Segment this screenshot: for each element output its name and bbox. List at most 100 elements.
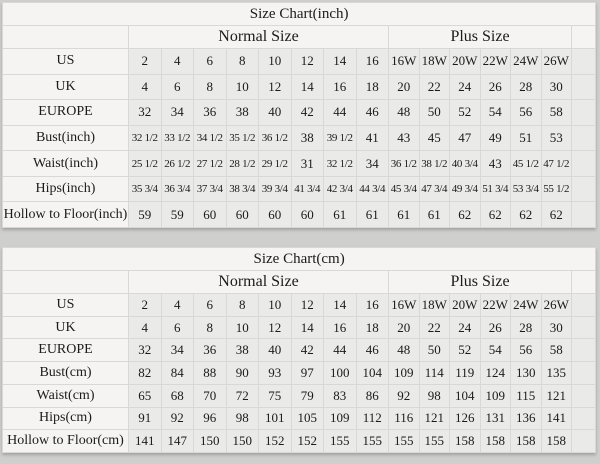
size-value-cell: 158 [510,429,542,453]
size-value-cell: 59 [160,201,194,228]
table-title: Size Chart(inch) [1,2,597,26]
size-value-cell: 38 [225,338,259,363]
size-value-cell: 141 [540,406,572,431]
size-value-cell: 38 [290,124,324,152]
size-value-cell: 46 [355,338,389,363]
size-value-cell: 6 [160,73,194,101]
size-value-cell: 22 [418,73,450,101]
size-value-cell: 41 [355,124,389,152]
size-value-cell: 31 [290,150,324,177]
size-value-cell: 109 [388,361,420,385]
size-value-cell: 47 3/4 [418,175,450,203]
size-value-cell: 28 [510,315,542,340]
table-row-hollow-to-floor-cm: Hollow to Floor(cm) 141 147 150 150 152 152 155… [2,429,597,453]
size-value-cell: 50 [418,99,450,126]
size-value-cell: 8 [193,315,227,340]
trailing-blank-cell [570,73,597,101]
size-value-cell: 18W [418,293,450,317]
size-value-cell: 45 [418,124,450,152]
size-value-cell: 43 [479,150,511,177]
size-value-cell: 16 [323,73,357,101]
size-value-cell: 33 1/2 [160,124,194,152]
size-value-cell: 41 3/4 [290,175,324,203]
size-value-cell: 36 1/2 [258,124,292,152]
size-value-cell: 42 [290,338,324,363]
size-value-cell: 2 [128,293,162,317]
size-value-cell: 86 [355,383,389,408]
size-value-cell: 126 [449,406,481,431]
size-value-cell: 68 [160,383,194,408]
size-value-cell: 22 [418,315,450,340]
size-value-cell: 47 1/2 [540,150,572,177]
size-value-cell: 116 [388,406,420,431]
size-value-cell: 115 [510,383,542,408]
size-value-cell: 61 [388,201,420,228]
size-value-cell: 60 [193,201,227,228]
size-value-cell: 158 [449,429,481,453]
size-value-cell: 48 [388,338,420,363]
size-value-cell: 150 [193,429,227,453]
size-value-cell: 47 [449,124,481,152]
size-value-cell: 62 [449,201,481,228]
size-value-cell: 26 1/2 [160,150,194,177]
size-value-cell: 14 [290,73,324,101]
size-value-cell: 114 [418,361,450,385]
size-value-cell: 30 [540,315,572,340]
size-value-cell: 61 [418,201,450,228]
size-value-cell: 45 1/2 [510,150,542,177]
size-value-cell: 124 [479,361,511,385]
size-value-cell: 147 [160,429,194,453]
size-value-cell: 32 [128,338,162,363]
size-value-cell: 46 [355,99,389,126]
column-group-plus-size: Plus Size [388,270,572,294]
size-value-cell: 4 [160,48,194,75]
size-value-cell: 34 1/2 [193,124,227,152]
size-value-cell: 22W [479,293,511,317]
table-row-waist-cm: Waist(cm) 65 68 70 72 75 79 83 86 92 98 104 109 115 12… [2,383,597,408]
size-value-cell: 39 3/4 [258,175,292,203]
trailing-blank-cell [570,150,597,177]
row-label-waist-cm: Waist(cm) [2,383,129,408]
size-value-cell: 37 3/4 [193,175,227,203]
size-value-cell: 112 [355,406,389,431]
size-value-cell: 62 [540,201,572,228]
trailing-blank-cell [570,406,597,431]
size-value-cell: 10 [258,293,292,317]
size-value-cell: 59 [128,201,162,228]
size-value-cell: 109 [479,383,511,408]
size-value-cell: 10 [258,48,292,75]
row-label-hips-inch: Hips(inch) [2,175,129,203]
size-value-cell: 56 [510,99,542,126]
size-value-cell: 104 [355,361,389,385]
row-label-bust-inch: Bust(inch) [2,124,129,152]
size-value-cell: 20W [449,293,481,317]
size-value-cell: 4 [160,293,194,317]
size-value-cell: 60 [290,201,324,228]
size-value-cell: 158 [540,429,572,453]
size-value-cell: 58 [540,99,572,126]
size-value-cell: 40 3/4 [449,150,481,177]
size-value-cell: 75 [258,383,292,408]
size-value-cell: 50 [418,338,450,363]
size-value-cell: 119 [449,361,481,385]
size-value-cell: 12 [290,293,324,317]
table-row-europe: EUROPE 32 34 36 38 40 42 44 46 48 50 52 54 56 58 [2,99,597,126]
size-value-cell: 12 [258,73,292,101]
row-label-bust-cm: Bust(cm) [2,361,129,385]
size-value-cell: 16W [388,48,420,75]
row-label-hollow-to-floor-cm: Hollow to Floor(cm) [2,429,129,453]
size-value-cell: 92 [388,383,420,408]
size-value-cell: 121 [540,383,572,408]
row-label-uk: UK [2,315,129,340]
size-value-cell: 14 [323,293,357,317]
column-group-plus-size: Plus Size [388,25,572,49]
size-value-cell: 4 [128,73,162,101]
row-label-waist-inch: Waist(inch) [2,150,129,177]
row-label-hollow-to-floor-inch: Hollow to Floor(inch) [2,201,129,228]
size-value-cell: 44 3/4 [355,175,389,203]
table-row-waist-inch: Waist(inch) 25 1/2 26 1/2 27 1/2 28 1/2 29 1/… [2,150,597,177]
size-value-cell: 14 [323,48,357,75]
size-value-cell: 72 [225,383,259,408]
trailing-blank-cell [570,361,597,385]
